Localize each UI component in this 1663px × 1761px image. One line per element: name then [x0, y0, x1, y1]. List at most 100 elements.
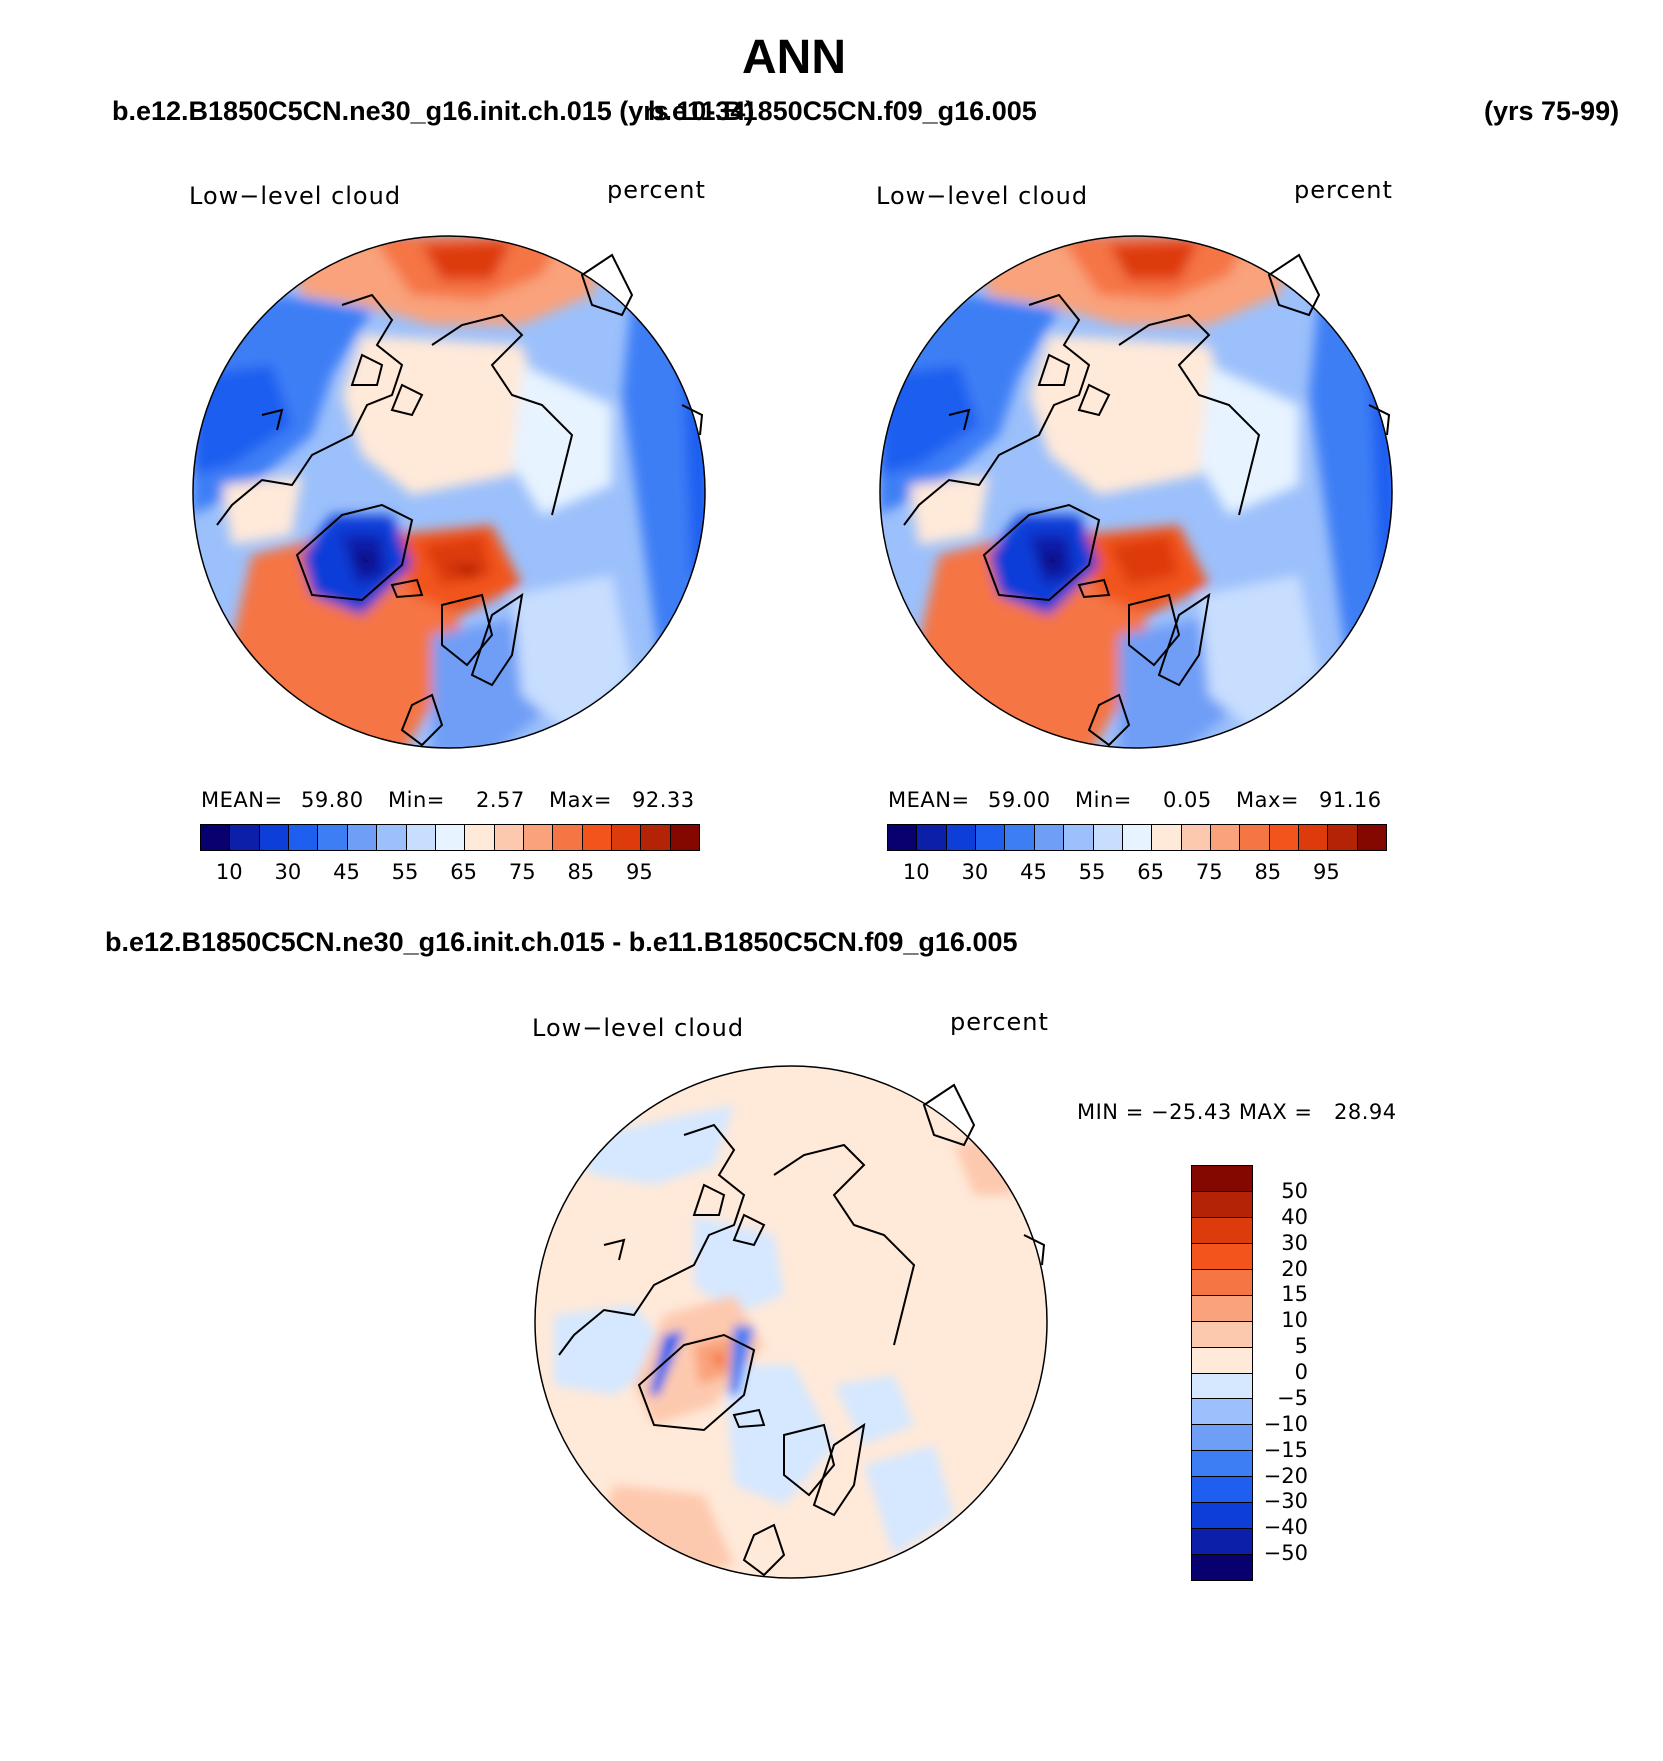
- diff-colorbar-swatch: [1192, 1424, 1252, 1451]
- diff-case-title: b.e12.B1850C5CN.ne30_g16.init.ch.015 - b…: [105, 927, 1018, 957]
- colorbar-tick-label: 65: [1137, 860, 1164, 884]
- diff-colorbar-tick-label: −40: [1263, 1515, 1308, 1540]
- panel1-map-boundary: [192, 235, 706, 749]
- panel1-cloud-field: [193, 236, 705, 748]
- colorbar-tick-label: 75: [1195, 860, 1223, 884]
- colorbar-tick-label: 30: [274, 860, 302, 884]
- colorbar-swatch: [1180, 825, 1210, 850]
- colorbar-tick-label: 65: [450, 860, 477, 884]
- panel2-mean-label: MEAN=: [888, 788, 970, 812]
- panel2-min-value: 0.05: [1163, 788, 1212, 812]
- colorbar-swatch: [975, 825, 1005, 850]
- panel1-variable-label: Low−level cloud: [189, 182, 402, 210]
- colorbar-swatch: [552, 825, 582, 850]
- panel2-map-boundary: [879, 235, 1393, 749]
- colorbar-swatch: [1092, 825, 1122, 850]
- colorbar-swatch: [640, 825, 670, 850]
- panel2-max-value: 91.16: [1319, 788, 1382, 812]
- diff-colorbar: [1191, 1165, 1253, 1581]
- panel1-min-value: 2.57: [476, 788, 525, 812]
- diff-coastlines: [558, 1083, 1046, 1577]
- panel2-max-label: Max=: [1236, 788, 1300, 812]
- colorbar-swatch: [1268, 825, 1299, 850]
- colorbar-swatch: [581, 825, 612, 850]
- colorbar-swatch: [945, 825, 976, 850]
- panel2-variable-label: Low−level cloud: [876, 182, 1089, 210]
- colorbar-swatch: [1004, 825, 1034, 850]
- diff-colorbar-swatch: [1192, 1166, 1252, 1191]
- colorbar-tick-label: 55: [1078, 860, 1106, 884]
- colorbar-swatch: [229, 825, 259, 850]
- diff-colorbar-swatch: [1192, 1372, 1252, 1399]
- panel1-colorbar: [200, 824, 700, 851]
- diff-colorbar-swatch: [1192, 1294, 1252, 1321]
- colorbar-swatch: [1033, 825, 1064, 850]
- colorbar-swatch: [405, 825, 435, 850]
- diff-colorbar-tick-label: −10: [1263, 1411, 1308, 1436]
- diff-colorbar-tick-label: 20: [1281, 1256, 1308, 1281]
- colorbar-tick-label: 30: [961, 860, 989, 884]
- panel1-mean-label: MEAN=: [201, 788, 283, 812]
- diff-minmax-text: MIN = −25.43 MAX = 28.94: [1077, 1100, 1397, 1124]
- diff-colorbar-swatch: [1192, 1320, 1252, 1347]
- diff-polar-map: [534, 1065, 1048, 1579]
- top-right-case-title: b.e11.B1850C5CN.f09_g16.005: [648, 96, 1037, 126]
- colorbar-swatch: [916, 825, 946, 850]
- diff-variable-label: Low−level cloud: [532, 1014, 745, 1042]
- panel1-max-value: 92.33: [632, 788, 695, 812]
- colorbar-swatch: [1356, 825, 1387, 850]
- diff-colorbar-swatch: [1192, 1190, 1252, 1217]
- panel2-colorbar: [887, 824, 1387, 851]
- colorbar-swatch: [258, 825, 289, 850]
- colorbar-tick-label: 75: [508, 860, 536, 884]
- diff-colorbar-tick-label: 0: [1294, 1360, 1308, 1384]
- colorbar-swatch: [611, 825, 641, 850]
- panel1-mean-value: 59.80: [301, 788, 364, 812]
- diff-cloud-field: [535, 1066, 1047, 1578]
- colorbar-swatch: [317, 825, 347, 850]
- diff-colorbar-swatch: [1192, 1346, 1252, 1373]
- colorbar-tick-label: 55: [391, 860, 419, 884]
- diff-colorbar-swatch: [1192, 1450, 1252, 1477]
- diff-colorbar-tick-label: 30: [1281, 1230, 1308, 1255]
- diff-colorbar-tick-label: 5: [1294, 1334, 1308, 1359]
- colorbar-swatch: [1063, 825, 1093, 850]
- colorbar-swatch: [1121, 825, 1152, 850]
- colorbar-swatch: [376, 825, 406, 850]
- panel1-coastlines: [216, 253, 704, 747]
- diff-colorbar-tick-label: −15: [1263, 1437, 1308, 1462]
- colorbar-swatch: [201, 825, 230, 850]
- diff-colorbar-tick-label: 40: [1281, 1204, 1308, 1229]
- colorbar-swatch: [288, 825, 318, 850]
- colorbar-tick-label: 10: [215, 860, 243, 884]
- colorbar-tick-label: 85: [1254, 860, 1282, 884]
- diff-colorbar-tick-label: 10: [1281, 1308, 1308, 1333]
- panel1-polar-map: [192, 235, 706, 749]
- colorbar-tick-label: 45: [1020, 860, 1047, 884]
- colorbar-swatch: [1239, 825, 1269, 850]
- panel2-cloud-field: [880, 236, 1392, 748]
- colorbar-tick-label: 45: [333, 860, 360, 884]
- diff-colorbar-tick-label: −5: [1277, 1385, 1308, 1410]
- top-right-case-years: (yrs 75-99): [1484, 96, 1620, 126]
- diff-units-label: percent: [950, 1008, 1049, 1036]
- colorbar-swatch: [493, 825, 523, 850]
- diff-colorbar-ticks: 50 40 30 20 15 10 5 0 −5 −10 −15 −20 −30 −40 −50: [1260, 1165, 1340, 1579]
- diff-colorbar-swatch: [1192, 1502, 1252, 1529]
- diff-colorbar-tick-label: −30: [1263, 1489, 1308, 1514]
- colorbar-swatch: [522, 825, 553, 850]
- panel2-polar-map: [879, 235, 1393, 749]
- panel2-coastlines: [903, 253, 1391, 747]
- colorbar-swatch: [1209, 825, 1240, 850]
- diff-colorbar-tick-label: −50: [1263, 1541, 1308, 1566]
- diff-map-boundary: [534, 1065, 1048, 1579]
- colorbar-swatch: [346, 825, 377, 850]
- diff-colorbar-swatch: [1192, 1216, 1252, 1243]
- colorbar-swatch: [1298, 825, 1328, 850]
- panel2-min-label: Min=: [1075, 788, 1132, 812]
- panel1-units-label: percent: [607, 176, 706, 204]
- colorbar-tick-label: 85: [567, 860, 595, 884]
- colorbar-swatch: [1151, 825, 1181, 850]
- panel1-colorbar-ticks: 10 30 45 55 65 75 85 95: [200, 860, 698, 890]
